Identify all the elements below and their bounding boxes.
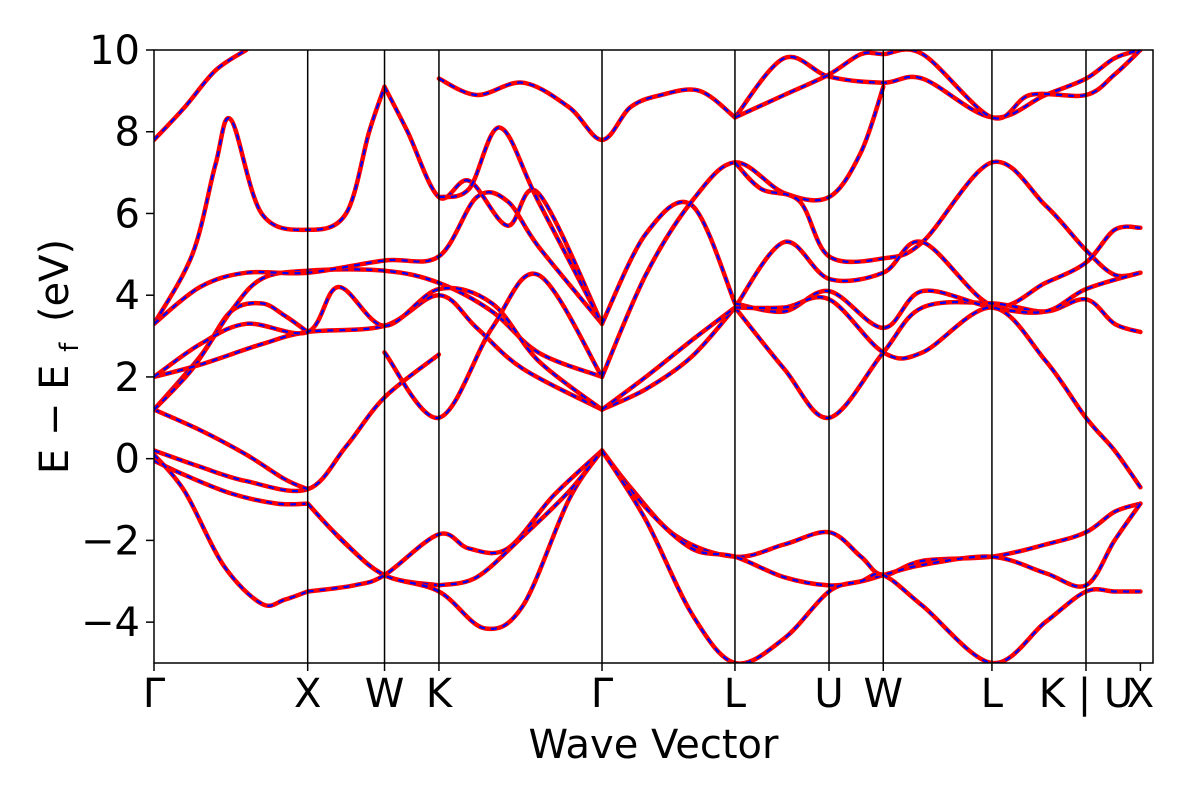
x-tick-label: Γ [143, 671, 166, 717]
band-line-solid [599, 448, 1143, 578]
x-tick-label: K [426, 671, 454, 717]
y-axis-label-unit: (eV) [32, 239, 78, 322]
band-line-dashed [734, 298, 1141, 419]
band-line-solid [732, 159, 1143, 279]
band-line-dashed [154, 86, 386, 325]
band-line-dashed [734, 160, 1141, 278]
band-line-dashed [438, 126, 603, 325]
y-tick-label: −2 [81, 518, 140, 564]
band-line-dashed [734, 271, 1141, 330]
band-line-solid [382, 84, 605, 327]
band-line-solid [599, 84, 886, 380]
band-line-solid [599, 199, 738, 327]
y-axis-label-subscript: f [55, 342, 85, 352]
band-line-solid [154, 84, 387, 327]
band-line-dashed [601, 449, 1141, 577]
band-line-solid [154, 50, 249, 143]
band-line-dashed [383, 272, 603, 419]
x-tick-label: W [365, 671, 405, 717]
kpoint-lines [306, 50, 1087, 663]
band-line-solid [154, 458, 310, 507]
band-line-dashed [154, 302, 309, 411]
x-tick-label: U [814, 671, 843, 717]
plot-frame [153, 49, 1154, 664]
band-line-dashed [601, 200, 737, 325]
band-line-dashed [601, 449, 1142, 588]
band-line-dashed [307, 449, 603, 593]
y-tick-label: 4 [115, 273, 140, 319]
x-tick-label: L [724, 671, 747, 717]
band-line-solid [154, 452, 310, 609]
band-line-solid [599, 305, 738, 412]
band-line-dashed [306, 449, 603, 630]
band-line-dashed [600, 86, 885, 378]
band-line-dashed [154, 285, 603, 411]
x-axis-label: Wave Vector [529, 722, 780, 768]
band-line-solid [154, 189, 605, 327]
y-tick-label: 10 [89, 28, 140, 74]
y-tick-label: 8 [115, 110, 140, 156]
band-line-dashed [601, 306, 736, 411]
band-line-dashed [383, 86, 603, 325]
band-line-dashed [734, 50, 1142, 120]
band-line-dashed [154, 191, 603, 325]
y-axis-label-main: E − E [32, 365, 78, 475]
x-tick-label: Γ [591, 671, 614, 717]
band-line-dashed [154, 408, 309, 491]
band-line-solid [732, 294, 1143, 490]
x-tick-label: L [981, 671, 1004, 717]
y-tick-label: 2 [115, 355, 140, 401]
y-axis-ticks: −4 −2 0 2 4 6 8 10 [81, 28, 154, 646]
x-tick-label: X [1127, 671, 1154, 717]
y-tick-label: −4 [81, 600, 140, 646]
band-line-dashed [601, 449, 1141, 663]
band-line-solid [732, 296, 1143, 421]
y-axis-label: E − E f (eV) [32, 239, 88, 474]
band-line-dashed [438, 449, 603, 587]
band-line-solid [154, 267, 605, 412]
band-line-dashed [154, 268, 603, 411]
band-line-dashed [734, 296, 1142, 488]
x-tick-label: W [863, 671, 903, 717]
x-tick-label: K | U [1039, 671, 1133, 717]
band-line-solid [436, 76, 738, 143]
band-line-solid [732, 50, 1143, 120]
band-line-dashed [734, 225, 1141, 309]
band-line-dashed [734, 50, 1141, 119]
x-tick-label: X [294, 671, 321, 717]
y-tick-label: 6 [115, 191, 140, 237]
y-tick-label: 0 [115, 437, 140, 483]
band-line-solid [732, 224, 1143, 310]
band-line-solid [599, 448, 1143, 663]
